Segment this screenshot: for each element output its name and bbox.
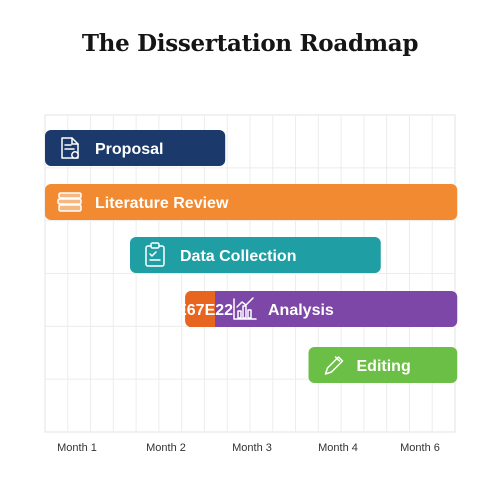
bar-label: Analysis <box>268 302 334 319</box>
bar-segment <box>185 291 215 327</box>
task-bar-proposal: Proposal <box>45 130 226 166</box>
x-tick-label: Month 6 <box>400 442 440 454</box>
task-bar-analysis: #E67E22 Analysis <box>167 291 458 327</box>
bar-rect <box>45 130 226 166</box>
x-tick-label: Month 1 <box>57 442 97 454</box>
x-tick-label: Month 4 <box>318 442 358 454</box>
grid-lines <box>44 114 456 433</box>
bar-rect <box>308 347 458 383</box>
chart-title: The Dissertation Roadmap <box>81 30 419 57</box>
books-icon <box>57 192 82 212</box>
x-tick-label: Month 3 <box>232 442 272 454</box>
bar-label: Editing <box>357 358 411 375</box>
chart-icon <box>233 297 257 320</box>
bar-rect <box>185 291 458 327</box>
task-bar-data-collection: Data Collection <box>130 237 381 273</box>
bar-rect <box>45 184 458 220</box>
x-tick-label: Month 2 <box>146 442 186 454</box>
task-bars: Proposal Literature Review Data Collection… <box>45 130 458 383</box>
pencil-icon <box>324 356 344 375</box>
x-axis: Month 1 Month 2 Month 3 Month 4 Month 6 <box>57 442 440 454</box>
bar-label: Data Collection <box>180 248 296 265</box>
task-bar-literature-review: Literature Review <box>45 184 458 220</box>
bar-label: Proposal <box>95 141 163 158</box>
clipboard-icon <box>145 242 165 267</box>
bar-segment-label: #E67E22 <box>167 302 233 319</box>
bar-rect <box>130 237 381 273</box>
task-bar-editing: Editing <box>308 347 458 383</box>
document-icon <box>61 137 79 159</box>
bar-label: Literature Review <box>95 195 229 212</box>
